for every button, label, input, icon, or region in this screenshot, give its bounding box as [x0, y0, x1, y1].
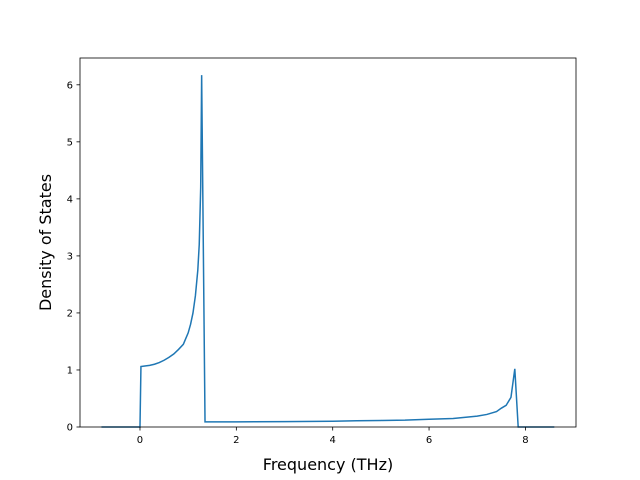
x-tick-label: 0 [137, 435, 143, 446]
y-tick-label: 5 [67, 137, 73, 148]
x-tick-label: 6 [426, 435, 432, 446]
y-tick-label: 6 [67, 80, 73, 91]
y-tick-label: 2 [67, 308, 73, 319]
x-tick-label: 2 [233, 435, 239, 446]
y-tick-label: 3 [67, 251, 73, 262]
y-tick-label: 0 [67, 423, 73, 434]
x-tick-label: 4 [330, 435, 336, 446]
y-tick-label: 1 [67, 365, 73, 376]
y-axis-label: Density of States [36, 174, 55, 311]
plot-frame [79, 57, 577, 428]
data-line [101, 75, 555, 428]
x-axis-label: Frequency (THz) [263, 455, 393, 474]
y-tick-label: 4 [67, 194, 73, 205]
x-tick-label: 8 [522, 435, 528, 446]
